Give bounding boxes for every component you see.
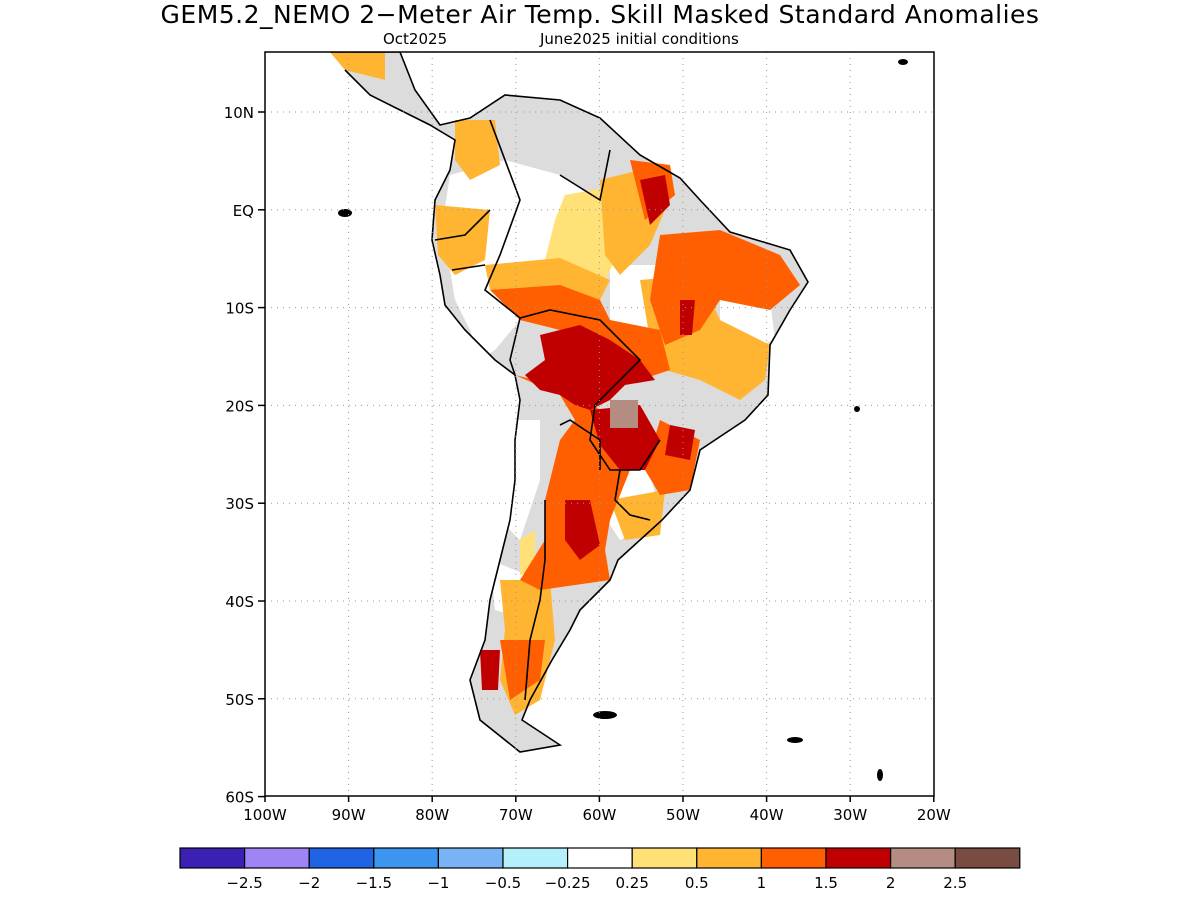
colorbar-label: 1 [757, 874, 767, 892]
anomaly-15-2 [480, 175, 695, 690]
lat-label: 40S [225, 593, 254, 611]
anomaly-2-25 [610, 400, 638, 428]
colorbar-swatch [954, 847, 1021, 869]
lon-label: 50W [666, 806, 700, 824]
lon-label: 100W [243, 806, 287, 824]
initial-conditions: June2025 initial conditions [540, 30, 739, 48]
colorbar-swatch [889, 847, 956, 869]
lon-label: 80W [415, 806, 449, 824]
colorbar-swatch [179, 847, 246, 869]
lon-label: 40W [750, 806, 784, 824]
lon-label: 30W [833, 806, 867, 824]
map-grid [265, 52, 934, 796]
lat-label: 60S [225, 789, 254, 807]
colorbar-swatch [308, 847, 375, 869]
colorbar-swatch [244, 847, 310, 869]
forecast-month: Oct2025 [383, 30, 448, 48]
lon-label: 70W [499, 806, 533, 824]
colorbar-label: 1.5 [814, 874, 838, 892]
colorbar-label: −2 [298, 874, 320, 892]
colorbar-label: −1 [427, 874, 449, 892]
coastlines [330, 52, 809, 753]
colorbar-swatch [696, 847, 762, 869]
colorbar-label: −0.5 [485, 874, 521, 892]
lat-label: EQ [233, 202, 254, 220]
map-canvas [265, 52, 934, 796]
colorbar-label: 2 [886, 874, 896, 892]
colorbar-swatch [760, 847, 827, 869]
colorbar-label: 2.5 [943, 874, 967, 892]
lat-label: 10S [225, 300, 254, 318]
colorbar-labels: −2.5 −2 −1.5 −1 −0.5 −0.25 0.25 0.5 1 1.5 2 2.5 [226, 874, 967, 892]
colorbar-swatch [373, 847, 439, 869]
colorbar-label: −1.5 [356, 874, 392, 892]
lon-label: 20W [917, 806, 951, 824]
map-title: GEM5.2_NEMO 2−Meter Air Temp. Skill Mask… [160, 0, 1040, 29]
colorbar-label: 0.5 [685, 874, 709, 892]
longitude-labels: 100W 90W 80W 70W 60W 50W 40W 30W 20W [243, 796, 951, 824]
colorbar-label: 0.25 [615, 874, 648, 892]
colorbar [179, 847, 1021, 869]
colorbar-swatch [566, 847, 633, 869]
lat-label: 30S [225, 495, 254, 513]
lat-label: 10N [224, 104, 254, 122]
lat-label: 20S [225, 397, 254, 415]
latitude-labels: 10N EQ 10S 20S 30S 40S 50S 60S [224, 104, 265, 807]
colorbar-swatch [502, 847, 569, 869]
colorbar-swatch [437, 847, 504, 869]
colorbar-label: −2.5 [226, 874, 262, 892]
lat-label: 50S [225, 691, 254, 709]
lon-label: 90W [332, 806, 366, 824]
colorbar-label: −0.25 [545, 874, 591, 892]
colorbar-swatch [631, 847, 698, 869]
lon-label: 60W [582, 806, 616, 824]
colorbar-swatch [825, 847, 892, 869]
